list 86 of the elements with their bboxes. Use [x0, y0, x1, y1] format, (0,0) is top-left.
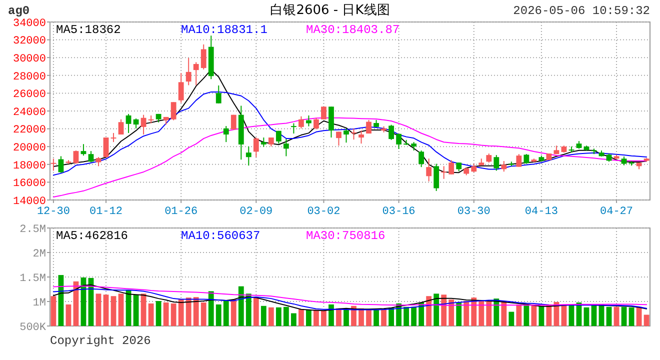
candlestick — [58, 156, 64, 174]
candlestick — [178, 72, 184, 104]
candlestick — [223, 126, 229, 143]
candlestick — [328, 106, 334, 138]
candlestick — [186, 57, 192, 86]
candlestick — [126, 113, 132, 134]
text: 2026-05-06 10:59:32 — [513, 4, 650, 18]
y-tick-label: 2.5M — [20, 224, 46, 236]
y-tick-label: 28000 — [12, 71, 46, 84]
text: MA10:18831.1 — [181, 23, 268, 37]
text: MA10:560637 — [181, 229, 260, 243]
candlestick — [426, 158, 432, 182]
candlestick — [448, 160, 454, 175]
text: MA30:18403.87 — [306, 23, 400, 37]
line-series — [52, 91, 648, 176]
candlestick — [216, 84, 222, 104]
y-tick-label: 32000 — [12, 36, 46, 48]
candlestick — [494, 154, 500, 172]
candlestick — [170, 102, 176, 121]
x-tick-label: 01-12 — [90, 206, 123, 218]
x-tick-label: 02-09 — [240, 206, 273, 218]
candlestick — [193, 62, 199, 86]
candlestick — [118, 118, 124, 135]
candlestick — [516, 154, 522, 168]
candlestick — [298, 116, 304, 129]
candlestick — [88, 150, 94, 163]
candlestick — [366, 119, 372, 134]
x-tick-label: 04-13 — [524, 206, 558, 218]
candlestick — [524, 154, 530, 164]
line-series — [52, 284, 648, 312]
candlestick — [110, 132, 116, 143]
chart-title: 白银2606 - 日K线图 — [270, 3, 390, 18]
y-tick-label: 20000 — [12, 142, 46, 154]
candlestick — [96, 156, 102, 167]
candlestick — [501, 160, 507, 172]
y-tick-label: 14000 — [12, 196, 46, 208]
line-series — [52, 286, 648, 306]
x-tick-label: 12-30 — [36, 206, 70, 218]
candlestick — [358, 130, 364, 144]
y-tick-label: 16000 — [12, 178, 46, 190]
text: ag0 — [8, 4, 30, 18]
candlestick — [441, 166, 447, 180]
candlestick — [260, 137, 266, 148]
candlestick — [230, 114, 236, 130]
candlestick — [486, 153, 492, 164]
candlestick — [80, 144, 86, 156]
x-tick-label: 03-16 — [382, 206, 416, 218]
x-tick-label: 04-27 — [600, 206, 634, 218]
candlestick — [246, 146, 252, 166]
y-tick-label: 2M — [32, 248, 46, 260]
y-tick-label: 1.5M — [20, 272, 46, 285]
candlestick — [306, 114, 312, 127]
x-tick-label: 03-02 — [307, 206, 340, 218]
y-tick-label: 34000 — [12, 18, 46, 30]
line-series — [52, 288, 648, 310]
text: Copyright 2026 — [50, 334, 151, 348]
text: MA5:18362 — [56, 23, 121, 37]
candlestick — [200, 44, 206, 70]
candlestick — [253, 137, 259, 158]
candlestick — [314, 117, 319, 130]
y-tick-label: 500K — [20, 322, 46, 334]
x-tick-label: 03-30 — [457, 206, 490, 218]
x-tick-label: 01-26 — [164, 206, 198, 218]
y-tick-label: 30000 — [12, 53, 46, 66]
candlestick — [276, 130, 282, 144]
candlestick — [351, 128, 356, 140]
y-tick-label: 22000 — [12, 124, 46, 137]
candlestick — [283, 138, 289, 157]
candlestick — [418, 150, 424, 168]
candlestick — [290, 122, 296, 134]
candlestick — [434, 163, 440, 192]
y-tick-label: 18000 — [12, 160, 46, 172]
text: MA30:750816 — [306, 229, 386, 243]
y-tick-label: 24000 — [12, 106, 46, 119]
candlestick — [148, 114, 154, 124]
candlestick — [103, 137, 109, 158]
text: MA5:462816 — [56, 229, 128, 243]
candlestick — [336, 131, 342, 146]
candlestick — [73, 150, 79, 164]
candlestick — [321, 106, 326, 120]
candlestick — [396, 133, 402, 150]
y-tick-label: 1M — [32, 297, 46, 310]
candlestick — [140, 114, 146, 135]
candlestick — [388, 124, 394, 140]
candlestick — [344, 128, 349, 144]
y-tick-label: 26000 — [12, 89, 46, 102]
